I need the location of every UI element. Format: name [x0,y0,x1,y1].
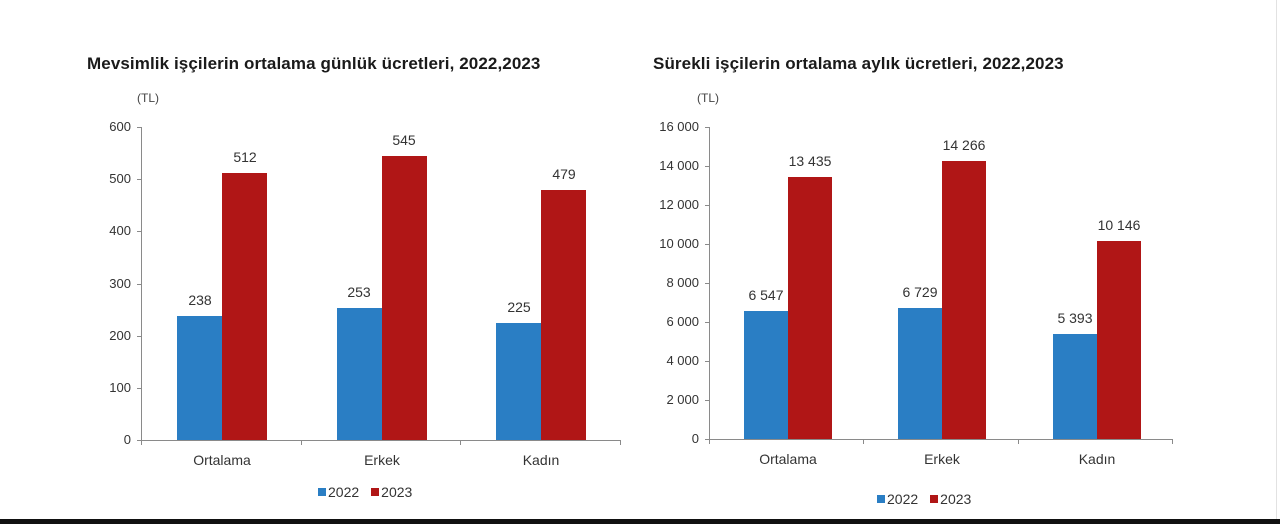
bar-2023-erkek [382,156,427,440]
legend-item-2022: 2022 [877,491,918,507]
legend-item-2023: 2023 [371,484,412,500]
bar-2022-erkek [898,308,942,439]
y-tick [137,179,142,180]
data-label: 14 266 [942,137,986,153]
legend-label: 2023 [940,491,972,507]
data-label: 253 [347,284,371,300]
legend-label: 2022 [328,484,360,500]
y-tick [705,205,710,206]
bottom-border [0,519,1280,524]
data-label: 6 547 [748,287,784,303]
bar-2022-kadın [496,323,541,440]
y-tick-label: 2 000 [666,392,699,407]
legend: 2022 2023 [877,491,977,507]
chart-seasonal-daily-wages: Mevsimlik işçilerin ortalama günlük ücre… [0,0,640,519]
y-tick [705,283,710,284]
data-label: 545 [392,132,416,148]
legend: 2022 2023 [318,484,418,500]
data-label: 10 146 [1097,217,1141,233]
legend-swatch-icon [318,488,326,496]
y-tick [705,127,710,128]
x-tick [141,440,142,445]
y-tick [705,166,710,167]
x-axis [137,440,620,441]
legend-label: 2023 [381,484,413,500]
y-tick-label: 4 000 [666,353,699,368]
page-edge-divider [1276,0,1277,519]
x-tick [863,439,864,444]
bar-2023-ortalama [788,177,832,439]
category-label: Kadın [1078,451,1116,467]
x-tick [709,439,710,444]
y-tick [705,361,710,362]
y-tick [137,284,142,285]
y-tick-label: 8 000 [666,275,699,290]
y-tick-label: 600 [109,119,131,134]
chart-title: Mevsimlik işçilerin ortalama günlük ücre… [87,54,541,73]
category-label: Ortalama [193,452,251,468]
y-tick [705,244,710,245]
y-axis-unit: (TL) [137,91,159,105]
y-tick [705,400,710,401]
y-axis [141,127,142,440]
legend-item-2023: 2023 [930,491,971,507]
y-tick-label: 300 [109,276,131,291]
legend-swatch-icon [371,488,380,496]
data-label: 6 729 [902,284,938,300]
data-label: 225 [507,299,531,315]
x-tick [1018,439,1019,444]
x-axis [705,439,1172,440]
x-tick [301,440,302,445]
y-tick-label: 12 000 [659,197,699,212]
bar-2022-ortalama [744,311,788,439]
bar-2022-ortalama [177,316,222,440]
x-tick [1172,439,1173,444]
bar-2023-erkek [942,161,986,439]
y-tick-label: 16 000 [659,119,699,134]
y-tick-label: 500 [109,171,131,186]
y-tick [137,231,142,232]
x-tick [620,440,621,445]
category-label: Ortalama [759,451,817,467]
data-label: 512 [233,149,257,165]
y-tick-label: 200 [109,328,131,343]
y-tick [705,439,710,440]
data-label: 479 [552,166,576,182]
bar-2023-kadın [1097,241,1141,439]
data-label: 5 393 [1057,310,1093,326]
y-tick-label: 0 [691,431,699,446]
data-label: 238 [188,292,212,308]
y-tick [137,388,142,389]
y-tick-label: 14 000 [659,158,699,173]
y-tick [137,127,142,128]
bar-2022-kadın [1053,334,1097,439]
category-label: Kadın [522,452,560,468]
legend-swatch-icon [930,495,939,503]
category-label: Erkek [364,452,400,468]
bar-2023-ortalama [222,173,267,440]
category-label: Erkek [924,451,960,467]
y-tick [137,336,142,337]
legend-label: 2022 [887,491,919,507]
data-label: 13 435 [788,153,832,169]
y-axis-unit: (TL) [697,91,719,105]
x-tick [460,440,461,445]
y-tick-label: 6 000 [666,314,699,329]
bar-2022-erkek [337,308,382,440]
y-tick-label: 100 [109,380,131,395]
y-tick [705,322,710,323]
legend-item-2022: 2022 [318,484,359,500]
legend-swatch-icon [877,495,885,503]
y-tick-label: 10 000 [659,236,699,251]
chart-title: Sürekli işçilerin ortalama aylık ücretle… [653,54,1064,73]
bar-2023-kadın [541,190,586,440]
y-tick-label: 0 [123,432,131,447]
y-tick [137,440,142,441]
y-tick-label: 400 [109,223,131,238]
